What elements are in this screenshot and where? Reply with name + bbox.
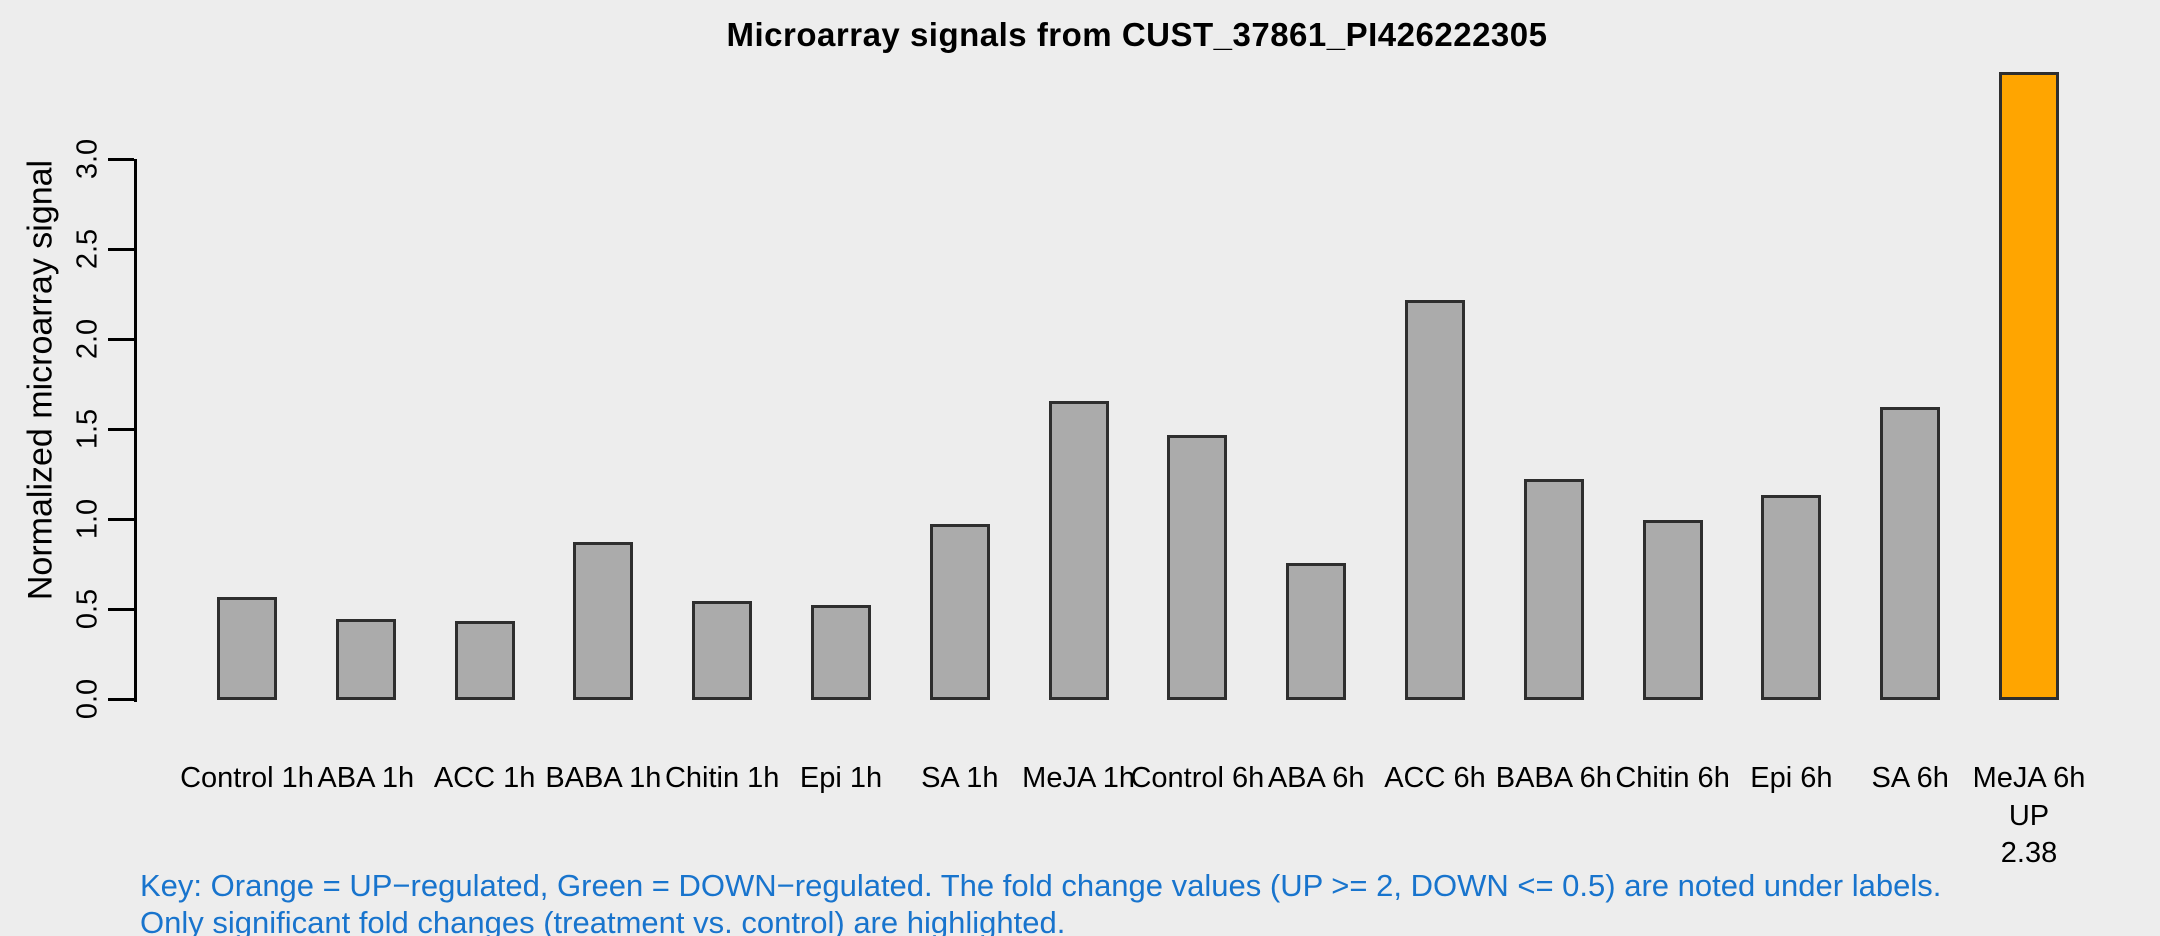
category-name: Epi 6h <box>1750 762 1833 794</box>
x-axis-label-aba-1h: ABA 1h <box>256 760 476 798</box>
bar-control-6h <box>1167 435 1228 700</box>
bar-acc-6h <box>1405 300 1465 700</box>
y-axis-tick-label: 3.0 <box>71 138 104 180</box>
x-axis-label-chitin-1h: Chitin 1h <box>612 760 832 798</box>
x-axis-label-meja-6h: MeJA 6h UP 2.38 <box>1919 760 2139 873</box>
y-axis-tick <box>108 428 134 431</box>
y-axis-tick <box>108 698 134 701</box>
y-axis-tick-label: 1.0 <box>71 498 104 540</box>
category-name: BABA 6h <box>1495 762 1612 794</box>
y-axis-tick-label: 0.0 <box>71 678 104 720</box>
regulation-direction-label: UP <box>2008 799 2050 832</box>
x-axis-label-control-6h: Control 6h <box>1087 760 1307 798</box>
category-name: Control 1h <box>180 762 314 794</box>
bar-baba-6h <box>1523 478 1584 700</box>
x-axis-label-sa-6h: SA 6h <box>1800 760 2020 798</box>
chart-title: Microarray signals from CUST_37861_PI426… <box>726 16 1548 53</box>
category-name: ABA 6h <box>1267 762 1365 794</box>
x-axis-label-control-1h: Control 1h <box>137 760 357 798</box>
bar-chitin-1h <box>692 601 753 700</box>
x-axis-label-acc-6h: ACC 6h <box>1325 760 1545 798</box>
bar-sa-6h <box>1880 406 1941 700</box>
bar-meja-1h <box>1048 401 1109 700</box>
y-axis-tick <box>108 518 134 521</box>
bar-epi-1h <box>811 604 871 700</box>
category-name: ABA 1h <box>317 762 415 794</box>
category-name: ACC 1h <box>433 762 536 794</box>
y-axis-tick <box>108 608 134 611</box>
y-axis-tick <box>108 248 134 251</box>
category-name: MeJA 1h <box>1022 762 1136 794</box>
fold-change-value: 2.38 <box>2000 837 2058 869</box>
bar-aba-1h <box>335 619 396 700</box>
category-name: Chitin 1h <box>664 762 780 794</box>
y-axis-line <box>134 159 137 702</box>
x-axis-label-acc-1h: ACC 1h <box>375 760 595 798</box>
category-name: Chitin 6h <box>1615 762 1730 794</box>
key-text-line-2: Only significant fold changes (treatment… <box>140 905 1066 936</box>
bar-aba-6h <box>1286 563 1347 700</box>
category-name: Epi 1h <box>799 762 883 794</box>
category-name: SA 1h <box>921 762 999 794</box>
bar-chitin-6h <box>1642 520 1703 700</box>
y-axis-tick-label: 1.5 <box>71 408 104 450</box>
y-axis-label: Normalized microarray signal <box>21 159 60 601</box>
bar-epi-6h <box>1761 494 1822 700</box>
category-name: BABA 1h <box>545 762 662 794</box>
x-axis-label-meja-1h: MeJA 1h <box>969 760 1189 798</box>
bar-baba-1h <box>573 541 634 700</box>
y-axis-tick-label: 0.5 <box>71 588 104 630</box>
key-text-line-1: Key: Orange = UP−regulated, Green = DOWN… <box>140 868 1942 903</box>
x-axis-label-aba-6h: ABA 6h <box>1206 760 1426 798</box>
bar-meja-6h <box>1999 71 2059 700</box>
x-axis-label-epi-1h: Epi 1h <box>731 760 951 798</box>
y-axis-tick-label: 2.5 <box>71 228 104 270</box>
bar-acc-1h <box>454 620 515 700</box>
x-axis-label-baba-6h: BABA 6h <box>1444 760 1664 798</box>
y-axis-tick-label: 2.0 <box>71 318 104 360</box>
bar-control-1h <box>217 597 277 700</box>
category-name: MeJA 6h <box>1972 762 2086 794</box>
category-name: SA 6h <box>1871 762 1949 794</box>
category-name: Control 6h <box>1130 762 1265 794</box>
x-axis-label-baba-1h: BABA 1h <box>493 760 713 798</box>
category-name: ACC 6h <box>1384 762 1486 794</box>
x-axis-label-sa-1h: SA 1h <box>850 760 1070 798</box>
y-axis-tick <box>108 158 134 161</box>
x-axis-label-chitin-6h: Chitin 6h <box>1563 760 1783 798</box>
x-axis-label-epi-6h: Epi 6h <box>1681 760 1901 798</box>
y-axis-tick <box>108 338 134 341</box>
bar-sa-1h <box>929 523 990 700</box>
